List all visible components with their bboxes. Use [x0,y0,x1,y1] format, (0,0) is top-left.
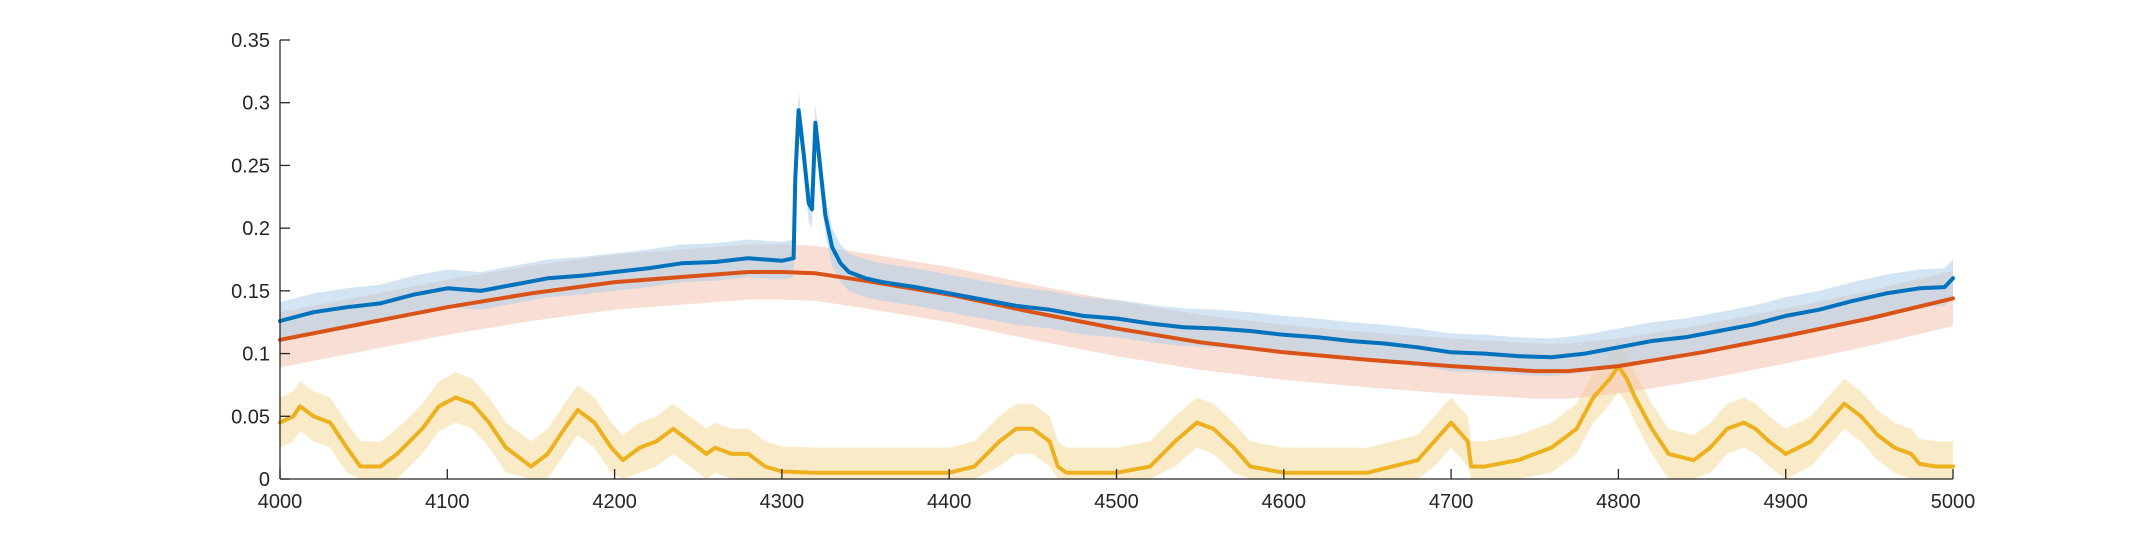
y-tick-label: 0.25 [231,155,270,177]
confidence-bands [280,91,1953,479]
x-tick-label: 4500 [1094,491,1139,513]
y-tick-label: 0.35 [231,30,270,52]
y-tick-label: 0.2 [242,218,270,240]
y-tick-label: 0.3 [242,93,270,115]
y-tick-label: 0.15 [231,281,270,303]
y-axis-ticks: 0 0.05 0.1 0.15 0.2 0.25 0.3 0.35 [231,30,290,491]
x-tick-label: 4800 [1596,491,1641,513]
x-tick-label: 4700 [1429,491,1474,513]
x-tick-label: 4600 [1262,491,1307,513]
series-1-line [278,270,1955,374]
x-tick-label: 5000 [1931,491,1976,513]
x-tick-label: 4400 [927,491,972,513]
x-tick-label: 4300 [760,491,805,513]
series-0-band [280,341,1953,479]
y-tick-label: 0 [259,469,270,491]
y-tick-label: 0.1 [242,344,270,366]
series-2-line [278,108,1955,360]
series-0-line [278,364,1955,475]
x-tick-label: 4000 [258,491,303,513]
x-tick-label: 4900 [1763,491,1808,513]
x-tick-label: 4200 [592,491,637,513]
axes [279,40,1953,480]
series-lines [278,108,1955,475]
x-axis-ticks: 4000 4100 4200 4300 4400 4500 4600 4700 4800 4900… [258,469,1976,513]
y-tick-label: 0.05 [231,406,270,428]
x-tick-label: 4100 [425,491,470,513]
